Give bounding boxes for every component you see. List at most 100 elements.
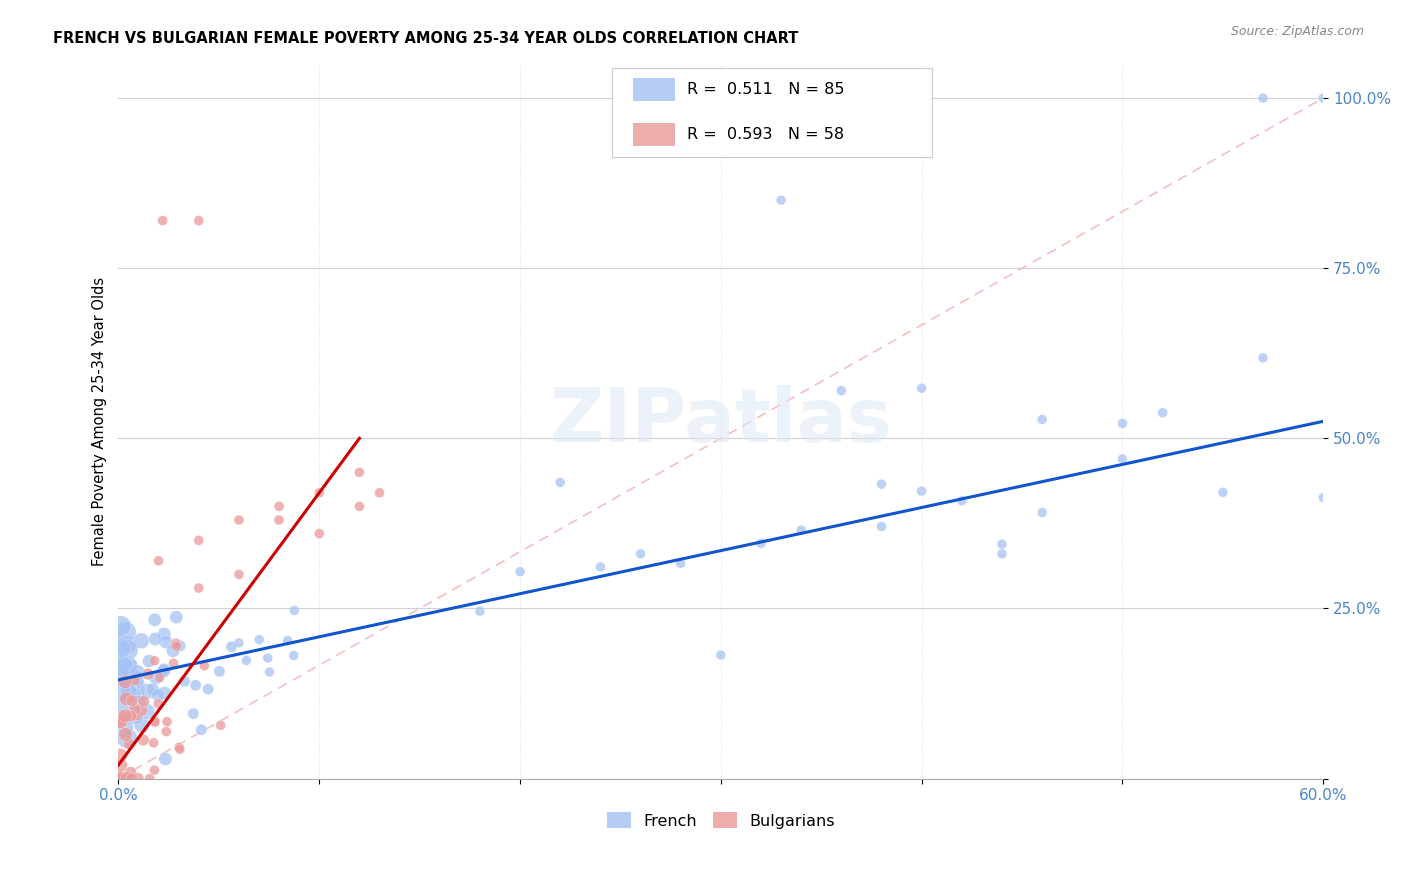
Point [156,714,179,729]
Point [127,696,149,710]
Point [110,619,132,633]
Point [125,685,148,699]
Point [308,485,330,500]
Point [870,477,893,491]
Point [256,651,278,665]
Point [153,627,176,641]
Point [136,667,159,681]
Point [143,632,166,646]
Point [117,659,139,673]
Point [114,727,136,741]
Point [110,661,132,675]
Point [110,637,132,651]
Point [139,772,162,786]
Point [155,724,177,739]
Bar [633,123,675,146]
Point [991,537,1014,551]
Text: FRENCH VS BULGARIAN FEMALE POVERTY AMONG 25-34 YEAR OLDS CORRELATION CHART: FRENCH VS BULGARIAN FEMALE POVERTY AMONG… [53,31,799,46]
Point [153,663,176,677]
Legend: French, Bulgarians: French, Bulgarians [600,806,842,835]
Point [1031,412,1053,426]
Point [790,523,813,537]
Point [1111,452,1133,467]
Point [112,720,135,734]
Point [143,763,166,777]
Point [127,772,149,786]
Point [283,603,305,617]
Point [749,536,772,550]
Point [1152,406,1174,420]
Point [120,765,142,780]
Point [110,772,132,786]
Point [349,466,371,480]
Point [118,681,141,696]
Point [208,665,231,679]
Point [132,694,155,708]
Point [1312,91,1334,105]
Point [120,681,142,695]
Point [110,684,132,698]
Point [148,697,170,711]
Point [197,682,219,697]
Point [135,705,157,719]
Point [121,772,143,786]
Point [173,674,195,689]
Point [911,484,934,499]
Point [131,704,153,718]
Point [209,718,232,732]
Point [184,678,207,692]
Point [509,565,531,579]
Point [165,636,187,650]
Point [117,643,139,657]
Point [124,702,146,716]
Point [247,632,270,647]
Point [117,638,139,652]
Point [228,567,250,582]
Point [142,736,165,750]
Point [132,733,155,747]
Point [149,671,172,685]
Point [145,671,167,685]
Point [118,685,141,699]
Point [110,641,132,656]
Point [122,688,145,702]
Point [1212,485,1234,500]
Point [125,708,148,723]
Point [131,633,153,648]
Point [228,513,250,527]
Point [152,665,174,679]
Point [110,758,132,772]
Text: R =  0.593   N = 58: R = 0.593 N = 58 [688,128,844,143]
Point [1251,351,1274,365]
Point [121,694,143,708]
Point [110,772,132,786]
Point [115,691,138,706]
Point [669,556,692,570]
Point [548,475,571,490]
Point [115,625,138,640]
Point [127,665,149,680]
Point [131,718,153,732]
Point [110,748,132,763]
Point [143,654,166,668]
Point [114,709,136,723]
Point [114,674,136,689]
Point [165,610,187,624]
Text: ZIPatlas: ZIPatlas [550,384,893,458]
Point [115,772,138,786]
Point [169,742,191,756]
Point [190,723,212,737]
Text: R =  0.511   N = 85: R = 0.511 N = 85 [688,82,845,97]
Point [259,665,281,679]
Point [1031,506,1053,520]
Point [267,500,290,514]
Y-axis label: Female Poverty Among 25-34 Year Olds: Female Poverty Among 25-34 Year Olds [93,277,107,566]
Point [143,714,166,728]
Point [143,613,166,627]
Point [187,533,209,548]
Point [710,648,733,662]
Point [138,654,160,668]
Point [368,485,391,500]
Point [187,581,209,595]
Point [115,731,138,745]
